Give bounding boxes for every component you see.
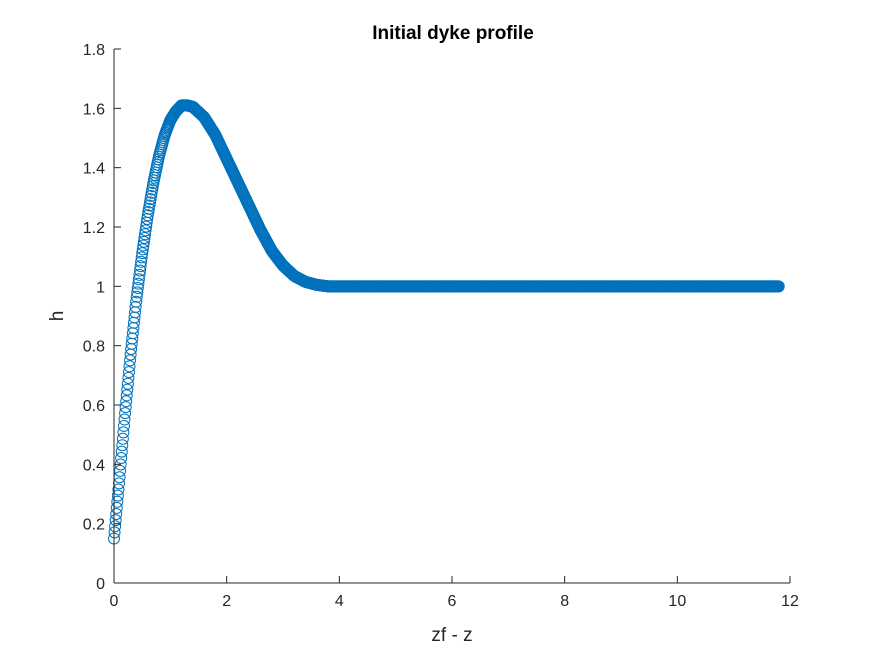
data-point: [136, 247, 149, 260]
data-point: [112, 477, 125, 490]
data-point: [109, 514, 122, 527]
data-point: [135, 255, 148, 268]
data-point: [140, 220, 153, 233]
data-point: [139, 228, 152, 241]
data-point: [139, 224, 152, 237]
data-point: [117, 426, 130, 439]
data-point: [120, 389, 133, 402]
data-point: [119, 401, 132, 414]
data-point: [119, 407, 132, 420]
y-tick-label: 1.4: [83, 161, 105, 178]
data-point: [133, 268, 146, 281]
data-point: [132, 277, 145, 290]
data-point: [108, 526, 121, 539]
data-point: [129, 301, 142, 314]
data-point: [116, 432, 129, 445]
x-tick-label: 10: [668, 593, 686, 610]
y-tick-label: 0.4: [83, 457, 105, 474]
data-point: [118, 413, 131, 426]
data-point: [138, 231, 151, 244]
data-point: [115, 452, 128, 465]
data-point: [130, 295, 143, 308]
data-point: [115, 445, 128, 458]
data-point: [120, 395, 133, 408]
x-tick-label: 12: [781, 593, 799, 610]
data-point: [111, 495, 124, 508]
y-tick-label: 1.6: [83, 101, 105, 118]
data-point: [123, 360, 136, 373]
data-point: [130, 290, 143, 303]
x-tick-label: 4: [335, 593, 344, 610]
y-axis-label: h: [47, 311, 68, 322]
data-point: [121, 377, 134, 390]
data-point: [131, 282, 144, 295]
data-point: [110, 508, 123, 520]
data-point: [117, 419, 130, 432]
data-point: [132, 273, 145, 286]
y-tick-label: 0: [96, 576, 105, 593]
data-point: [121, 383, 134, 396]
data-point: [131, 286, 144, 299]
x-tick-label: 2: [222, 593, 231, 610]
data-point: [122, 366, 135, 379]
y-tick-label: 0.2: [83, 517, 105, 534]
data-markers: [108, 99, 785, 545]
data-point: [111, 489, 124, 502]
data-point: [141, 212, 154, 225]
x-tick-label: 8: [560, 593, 569, 610]
data-point: [135, 251, 148, 264]
data-point: [136, 243, 149, 256]
data-point: [109, 520, 122, 533]
x-axis-label: zf - z: [431, 625, 472, 646]
data-point: [134, 260, 147, 273]
y-tick-label: 1.2: [83, 220, 105, 237]
data-point: [122, 371, 135, 384]
chart-title: Initial dyke profile: [372, 23, 534, 44]
data-point: [116, 439, 129, 452]
data-point: [137, 235, 150, 248]
data-point: [137, 239, 150, 252]
x-tick-label: 0: [110, 593, 119, 610]
y-ticks: 0 0.2 0.4 0.6 0.8 1 1.2 1.4 1.6 1.8: [83, 42, 121, 593]
data-point: [110, 501, 123, 514]
data-point: [134, 264, 147, 277]
data-point: [114, 464, 127, 477]
y-tick-label: 1: [96, 279, 105, 296]
data-point: [112, 483, 125, 496]
x-tick-label: 6: [448, 593, 457, 610]
x-ticks: 0 2 4 6 8 10 12: [110, 576, 799, 610]
y-tick-label: 0.6: [83, 398, 105, 415]
y-tick-label: 0.8: [83, 339, 105, 356]
data-point: [772, 280, 785, 293]
y-tick-label: 1.8: [83, 42, 105, 59]
